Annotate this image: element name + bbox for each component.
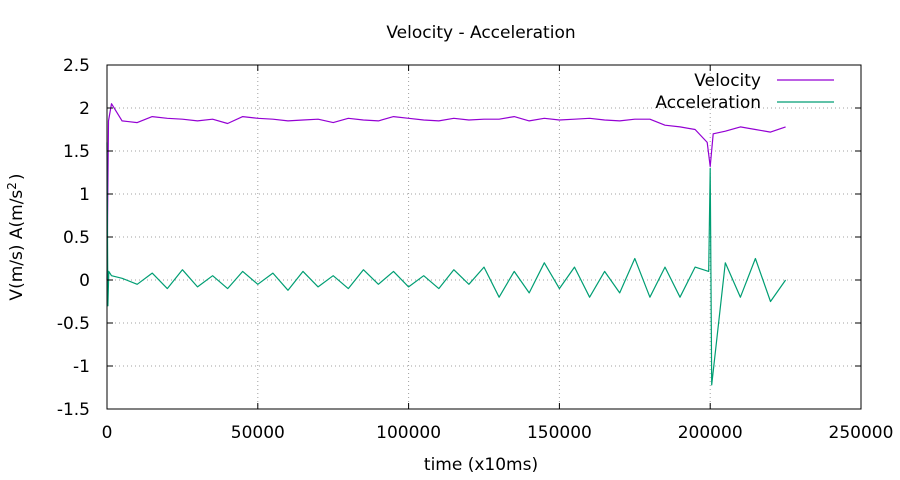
series-line-acceleration bbox=[106, 142, 787, 386]
legend-label-acceleration: Acceleration bbox=[655, 93, 761, 113]
y-axis-label-main: V(m/s) A(m/s bbox=[7, 190, 27, 301]
legend-label-velocity: Velocity bbox=[694, 71, 761, 91]
ticks: -1.5 -1 -0.5 0 0.5 1 1.5 2 2.5 0 50000 100000 150000… bbox=[57, 56, 894, 443]
y-axis-label: V(m/s) A(m/s2) bbox=[5, 173, 27, 300]
series-line-velocity bbox=[106, 103, 786, 281]
legend: Velocity Acceleration bbox=[655, 71, 834, 113]
x-tick-label: 150000 bbox=[527, 423, 592, 443]
y-tick-label: 0.5 bbox=[63, 228, 90, 248]
y-tick-label: -1.5 bbox=[57, 400, 90, 420]
y-axis-label-close: ) bbox=[7, 173, 27, 180]
series-layer bbox=[106, 103, 787, 386]
x-tick-label: 100000 bbox=[376, 423, 441, 443]
y-tick-label: 2.5 bbox=[63, 56, 90, 76]
y-tick-label: -0.5 bbox=[57, 314, 90, 334]
x-tick-label: 0 bbox=[102, 423, 113, 443]
x-axis-label: time (x10ms) bbox=[424, 455, 538, 475]
y-tick-label: 0 bbox=[79, 271, 90, 291]
x-tick-label: 50000 bbox=[231, 423, 285, 443]
y-tick-label: 1 bbox=[79, 185, 90, 205]
grid bbox=[107, 65, 861, 409]
y-tick-label: -1 bbox=[73, 357, 90, 377]
y-tick-label: 2 bbox=[79, 99, 90, 119]
y-axis-label-superscript: 2 bbox=[5, 182, 19, 190]
x-tick-label: 200000 bbox=[678, 423, 743, 443]
x-tick-label: 250000 bbox=[829, 423, 894, 443]
y-tick-label: 1.5 bbox=[63, 142, 90, 162]
chart-title: Velocity - Acceleration bbox=[386, 23, 575, 43]
